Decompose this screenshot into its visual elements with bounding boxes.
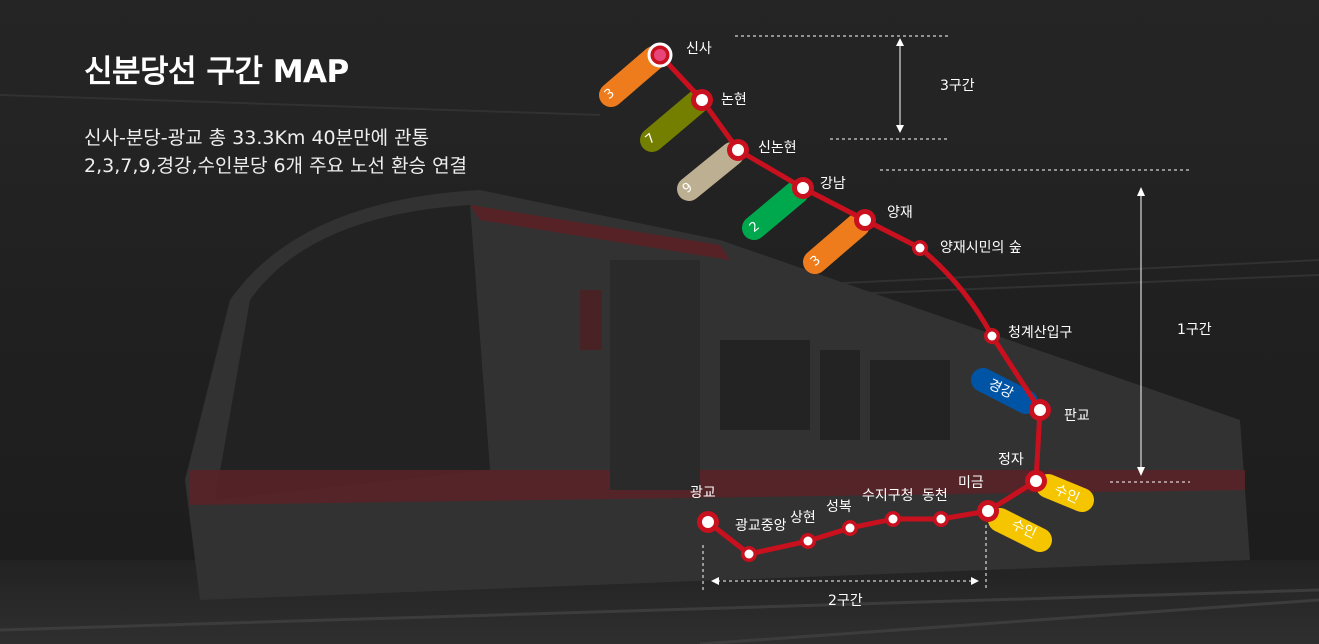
transfer-line-2: 2: [742, 180, 809, 240]
station-label-nonhyeon: 논현: [721, 92, 747, 108]
section-2-label: 2구간: [828, 593, 863, 609]
train-front-window: [215, 205, 490, 500]
station-marker-sinsa: [647, 42, 673, 68]
station-label-gwanggyo-jungang: 광교중앙: [735, 518, 787, 534]
transfer-line-3-yangjae: 3: [803, 213, 870, 274]
description-line-2: 2,3,7,9,경강,수인분당 6개 주요 노선 환승 연결: [84, 155, 468, 177]
station-marker-nonhyeon: [691, 89, 713, 111]
section-3-indicator: [735, 35, 950, 140]
station-marker-suji: [885, 511, 901, 527]
station-label-jeongja: 정자: [998, 452, 1024, 468]
station-label-pangyo: 판교: [1064, 408, 1090, 424]
section-3-label: 3구간: [940, 78, 975, 94]
station-marker-gwanggyo-jungang: [741, 546, 757, 562]
station-label-yangjae-forest: 양재시민의 숲: [940, 240, 1022, 256]
section-1-label: 1구간: [1177, 322, 1212, 338]
section-1-indicator: [880, 169, 1190, 483]
description-line-1: 신사-분당-광교 총 33.3Km 40분만에 관통: [84, 127, 430, 149]
station-label-suji: 수지구청: [862, 488, 914, 504]
sinbundang-route-line: [658, 53, 1043, 557]
transfer-line-7: 7: [640, 90, 709, 152]
station-marker-cheonggyesan: [984, 328, 1000, 344]
station-label-dongcheon: 동천: [922, 488, 948, 504]
station-label-cheonggyesan: 청계산입구: [1008, 325, 1073, 341]
section-2-indicator: [702, 525, 987, 591]
station-marker-gangnam: [792, 177, 814, 199]
station-label-seongbok: 성복: [826, 499, 852, 515]
station-label-sinnonhyeon: 신논현: [758, 140, 797, 156]
station-label-sanghyeon: 상현: [790, 510, 816, 526]
transfer-suin-migeum: 수인: [988, 508, 1052, 552]
station-label-gwanggyo: 광교: [690, 485, 716, 501]
station-label-yangjae: 양재: [887, 205, 913, 221]
station-label-migeum: 미금: [958, 475, 984, 491]
station-marker-migeum: [977, 500, 999, 522]
station-marker-sinnonhyeon: [727, 139, 749, 161]
transfer-line-9: 9: [677, 142, 744, 201]
transfer-line-3-sinsa: 3: [599, 46, 666, 107]
station-label-sinsa: 신사: [686, 41, 712, 57]
transfer-suin-jeongja: 수인: [1036, 474, 1094, 512]
station-marker-yangjae-forest: [912, 240, 928, 256]
station-label-gangnam: 강남: [820, 176, 846, 192]
station-marker-sanghyeon: [800, 533, 816, 549]
station-marker-yangjae: [854, 209, 876, 231]
station-marker-jeongja: [1025, 470, 1047, 492]
station-marker-seongbok: [842, 520, 858, 536]
station-marker-dongcheon: [933, 511, 949, 527]
station-marker-pangyo: [1029, 399, 1051, 421]
route-description: 신사-분당-광교 총 33.3Km 40분만에 관통 2,3,7,9,경강,수인…: [84, 124, 467, 180]
station-marker-gwanggyo: [697, 511, 719, 533]
page-title: 신분당선 구간 MAP: [84, 54, 349, 90]
